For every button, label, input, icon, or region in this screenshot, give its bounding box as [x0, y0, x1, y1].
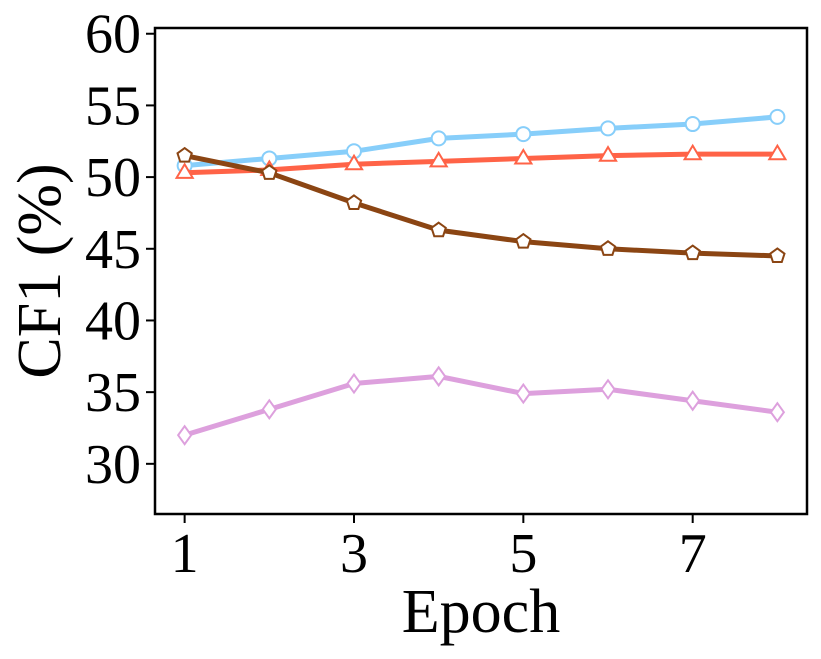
data-point — [769, 108, 786, 125]
series-diamond — [176, 365, 786, 446]
data-point — [515, 232, 532, 249]
data-point — [684, 390, 701, 412]
data-point — [176, 146, 193, 163]
y-tick-label: 45 — [85, 219, 141, 281]
y-axis-title: CF1 (%) — [6, 163, 74, 378]
x-axis-title: Epoch — [402, 578, 560, 646]
data-point — [345, 194, 363, 210]
data-point — [600, 120, 617, 137]
series-layer — [174, 108, 788, 446]
series-line — [182, 114, 780, 169]
x-tick-label: 1 — [171, 523, 199, 585]
data-point — [430, 130, 447, 147]
data-point — [769, 401, 786, 423]
y-tick-label: 35 — [85, 362, 141, 424]
data-point — [344, 153, 364, 171]
data-point — [513, 148, 534, 165]
y-tick-label: 50 — [85, 147, 141, 209]
data-point — [428, 150, 449, 168]
data-point — [515, 126, 532, 143]
y-tick-label: 55 — [85, 75, 141, 137]
y-tick-label: 40 — [85, 290, 141, 352]
data-point — [600, 378, 616, 400]
y-tick-label: 60 — [85, 4, 141, 66]
data-point — [598, 145, 618, 162]
data-point — [682, 143, 703, 161]
data-point — [346, 372, 362, 395]
data-point — [684, 244, 701, 261]
data-point — [176, 424, 193, 446]
series-pentagon — [176, 146, 786, 264]
x-tick-label: 3 — [340, 523, 368, 585]
data-point — [430, 365, 447, 388]
plot-frame — [153, 26, 809, 516]
series-line — [182, 373, 780, 438]
data-point — [261, 164, 278, 180]
series-circle — [176, 108, 786, 174]
data-point — [515, 382, 532, 405]
data-point — [769, 247, 786, 264]
series-line — [182, 153, 780, 259]
data-point — [430, 221, 447, 238]
data-point — [261, 398, 278, 421]
series-line — [182, 151, 780, 176]
x-tick-label: 7 — [679, 523, 707, 585]
data-point — [599, 240, 617, 256]
data-point — [174, 162, 195, 179]
x-tick-label: 5 — [509, 523, 537, 585]
y-tick-label: 30 — [85, 434, 141, 496]
data-point — [684, 116, 701, 133]
data-point — [767, 143, 788, 161]
